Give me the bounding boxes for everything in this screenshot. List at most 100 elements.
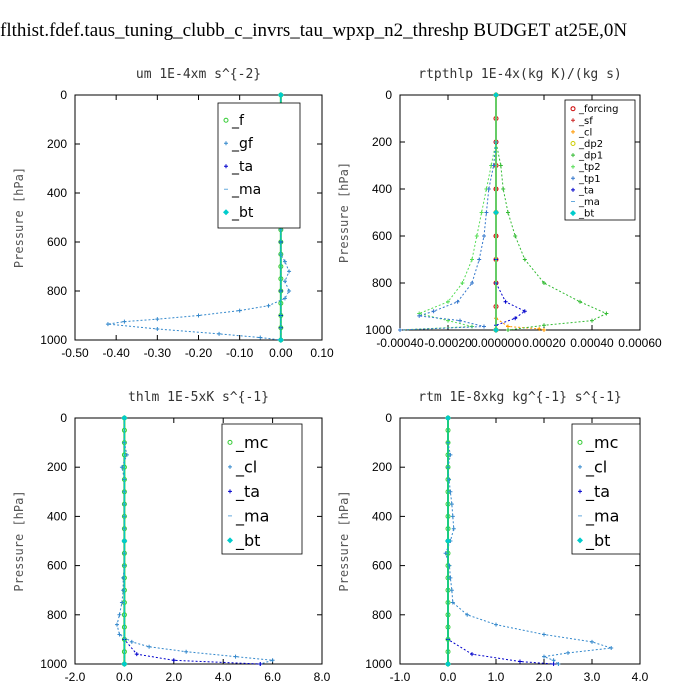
data-point <box>287 269 292 274</box>
x-tick-label: 2.0 <box>165 670 182 684</box>
legend-box <box>217 102 301 229</box>
y-tick-label: 400 <box>372 509 392 523</box>
x-tick-label: 0.00 <box>269 346 293 360</box>
data-point <box>551 658 556 663</box>
legend-marker <box>224 141 228 146</box>
legend-entry: _gf <box>231 136 254 152</box>
legend-marker <box>577 439 583 445</box>
legend-entry: _ma <box>585 506 619 526</box>
legend-marker <box>577 537 583 544</box>
legend-entry: _mc <box>235 433 268 453</box>
legend-entry: _bt <box>578 209 594 220</box>
y-tick-label: 400 <box>47 186 67 200</box>
legend: _f _gf _ta _ma _bt <box>217 102 301 229</box>
data-point <box>542 328 546 332</box>
data-point <box>122 319 127 324</box>
data-point <box>277 92 284 98</box>
legend-entry: _mc <box>585 433 618 453</box>
data-point <box>445 661 451 667</box>
legend-marker <box>571 118 575 123</box>
data-point <box>493 327 499 333</box>
data-point <box>609 646 614 651</box>
data-point <box>147 644 152 649</box>
y-tick-label: 0 <box>60 88 67 102</box>
data-point <box>449 502 454 507</box>
data-point <box>171 658 176 663</box>
data-point <box>237 308 242 313</box>
legend-box <box>564 99 636 221</box>
data-point <box>117 612 122 617</box>
data-point <box>449 588 454 593</box>
legend-entry: _bt <box>231 205 254 221</box>
x-tick-label: -0.40 <box>102 346 130 360</box>
data-point <box>121 538 128 544</box>
data-point <box>465 612 470 617</box>
data-point <box>277 337 284 343</box>
series-line <box>123 418 261 665</box>
y-tick-label: 400 <box>47 509 67 523</box>
data-point <box>266 303 271 308</box>
legend-marker <box>228 489 232 494</box>
data-point <box>196 313 201 318</box>
legend-marker <box>578 489 582 494</box>
data-point <box>566 650 570 655</box>
y-tick-label: 200 <box>372 460 392 474</box>
legend-entry: _dp1 <box>578 151 603 162</box>
x-tick-label: 2.0 <box>536 670 553 684</box>
chart-title: rtpthlp 1E-4x(kg K)/(kg s) <box>418 67 622 82</box>
y-axis-label: Pressure [hPa] <box>12 490 26 591</box>
data-point <box>450 514 455 519</box>
data-point <box>501 187 506 191</box>
x-tick-label: 0.00040 <box>570 336 614 350</box>
legend-marker <box>227 537 233 544</box>
data-point <box>258 662 263 666</box>
x-tick-label: -0.30 <box>144 346 172 360</box>
legend-marker <box>570 106 576 112</box>
x-tick-label: 4.0 <box>632 670 649 684</box>
legend-entry: _bt <box>585 531 610 551</box>
x-tick-label: 0.0 <box>440 670 457 684</box>
series-line <box>445 418 612 665</box>
y-tick-label: 1000 <box>365 323 392 337</box>
data-point <box>542 654 546 659</box>
data-point <box>417 313 422 318</box>
data-point <box>446 299 450 304</box>
chart-title: rtm 1E-8xkg kg^{-1} s^{-1} <box>418 390 622 405</box>
data-point <box>282 259 287 264</box>
legend-marker <box>571 153 575 158</box>
legend-marker <box>570 210 576 217</box>
data-point <box>604 311 609 316</box>
x-tick-label: -2.0 <box>65 670 86 684</box>
x-tick-label: 4.0 <box>215 670 232 684</box>
series-bt <box>445 415 451 667</box>
series-tp2 <box>398 93 498 332</box>
x-tick-label: 0.00060 <box>618 336 662 350</box>
y-tick-label: 1000 <box>365 657 392 671</box>
legend-entry: _cl <box>585 457 607 477</box>
legend-entry: _f <box>231 113 245 129</box>
data-point <box>477 257 482 262</box>
legend-entry: _cl <box>578 127 592 138</box>
data-point <box>448 575 453 580</box>
data-point <box>233 654 238 659</box>
legend-entry: _ma <box>578 197 600 208</box>
legend-entry: _forcing <box>578 104 619 115</box>
y-tick-label: 800 <box>372 608 392 622</box>
data-point <box>270 658 275 663</box>
x-tick-label: -1.0 <box>390 670 411 684</box>
chart-panel-3: thlm 1E-5xK s^{-1} Pressure [hPa] -2.0 0.0 2… <box>12 390 331 684</box>
data-point <box>522 257 527 262</box>
data-point <box>556 662 561 666</box>
data-point <box>590 639 594 644</box>
data-point <box>184 649 189 654</box>
legend: _mc _cl _ta _ma _bt <box>221 423 303 555</box>
data-point <box>518 659 522 664</box>
chart-panel-2: rtpthlp 1E-4x(kg K)/(kg s) Pressure [hPa]… <box>337 67 662 350</box>
data-point <box>506 324 510 329</box>
chart-title: thlm 1E-5xK s^{-1} <box>128 390 269 405</box>
y-tick-label: 200 <box>372 135 392 149</box>
x-tick-label: -0.00020 <box>424 336 472 350</box>
data-point <box>119 465 124 470</box>
data-point <box>513 234 518 238</box>
